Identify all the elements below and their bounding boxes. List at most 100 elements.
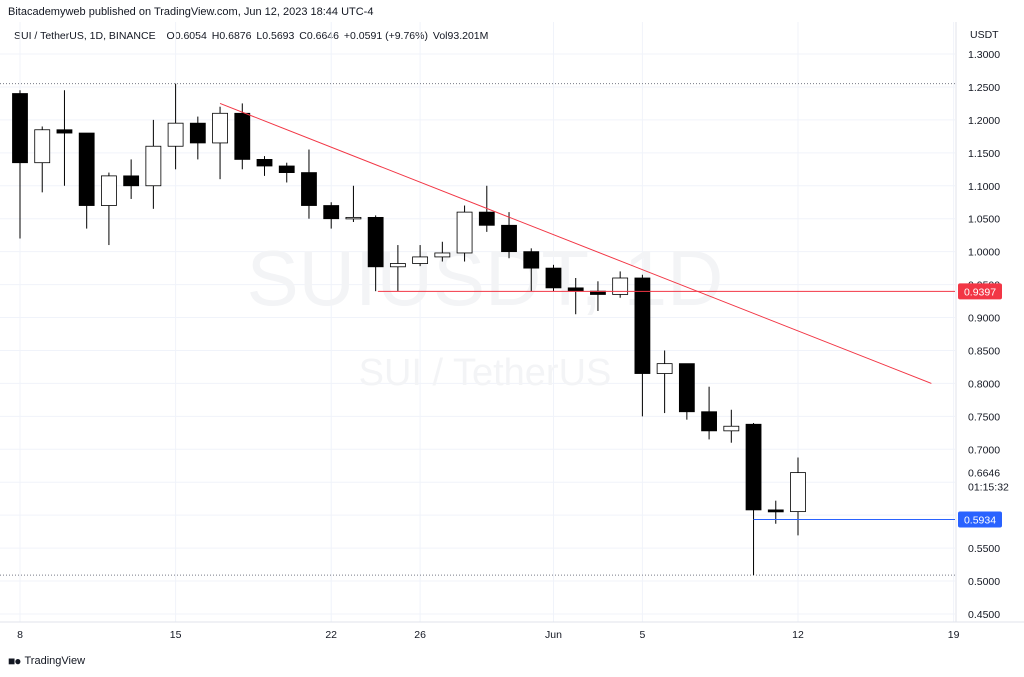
candle-body xyxy=(389,263,406,268)
price-tick-label: 1.0500 xyxy=(968,214,1000,226)
price-tick-label: 0.5000 xyxy=(968,576,1000,588)
candle-body xyxy=(723,425,740,432)
price-tick-label: 1.3000 xyxy=(968,49,1000,61)
time-axis[interactable]: 8 15 22 26 Jun 5 12 19 xyxy=(17,629,960,641)
candle xyxy=(234,103,251,170)
price-axis[interactable]: 0.4500 0.5000 0.5500 0.7000 0.7500 0.8000 0.85… xyxy=(968,49,1000,621)
watermark-ticker: SUIUSDT, 1D xyxy=(247,234,724,322)
candle-body xyxy=(701,411,717,432)
candle xyxy=(123,159,140,199)
candle-body xyxy=(478,211,495,226)
time-tick-label: 19 xyxy=(948,629,960,641)
candle-body xyxy=(456,211,473,254)
grid-lines xyxy=(0,22,955,622)
current-price-label-text: 0.5934 xyxy=(964,515,996,527)
candle xyxy=(12,90,28,239)
candle xyxy=(212,106,228,180)
tv-logo-icon: ■● xyxy=(8,654,21,668)
candle-body xyxy=(434,252,451,258)
candle-body xyxy=(278,165,295,173)
candle-body xyxy=(212,112,228,144)
candle-body xyxy=(767,509,784,513)
candle xyxy=(523,248,540,292)
candle-body xyxy=(301,172,317,206)
brand: ■● TradingView xyxy=(8,654,85,668)
candle-body xyxy=(612,277,629,295)
candle-body xyxy=(656,363,673,374)
candle-body xyxy=(56,129,73,134)
candle xyxy=(323,202,340,229)
price-tick-label: 1.2000 xyxy=(968,115,1000,127)
candle xyxy=(656,350,673,414)
candle xyxy=(301,149,317,219)
candle-body xyxy=(790,472,806,513)
price-tick-label: 0.9000 xyxy=(968,313,1000,325)
candle-body xyxy=(567,287,584,292)
price-tick-label: 0.5500 xyxy=(968,543,1000,555)
candle xyxy=(767,500,784,524)
candle xyxy=(256,156,273,176)
candle-body xyxy=(412,256,429,264)
candle xyxy=(412,245,429,267)
resistance-trendline xyxy=(219,102,932,384)
candle xyxy=(145,119,162,209)
candle xyxy=(678,363,695,420)
candle-body xyxy=(678,363,695,413)
candle xyxy=(278,162,295,183)
price-tick-label: 0.7500 xyxy=(968,411,1000,423)
candles xyxy=(12,83,806,576)
candle-body xyxy=(234,112,251,160)
candle-body xyxy=(12,93,28,164)
high-value: 0.6876 xyxy=(219,30,252,42)
current-price-label-bg xyxy=(958,511,1002,528)
time-tick-label: 5 xyxy=(639,629,645,641)
current-price-label: 0.5934 xyxy=(958,511,1002,528)
candle xyxy=(167,83,184,170)
candle xyxy=(456,205,473,262)
candle-body xyxy=(78,132,95,206)
time-tick-label: 12 xyxy=(792,629,804,641)
low-value: 0.5693 xyxy=(262,30,295,42)
price-tick-label: 1.0000 xyxy=(968,247,1000,259)
candle xyxy=(389,245,406,292)
candle-body xyxy=(523,251,540,269)
time-tick-label: 26 xyxy=(414,629,426,641)
price-tick-label: 1.1500 xyxy=(968,148,1000,160)
candle-body xyxy=(101,175,117,206)
time-tick-label: 22 xyxy=(325,629,337,641)
candle-body xyxy=(745,423,762,511)
candle xyxy=(56,90,73,186)
change-value: +0.0591 (+9.76%) xyxy=(343,30,428,42)
time-tick-label: 8 xyxy=(17,629,23,641)
open-label: O xyxy=(166,30,175,42)
support-price-label-text: 0.9397 xyxy=(964,286,996,298)
last-price-label: 0.6646 xyxy=(968,468,1000,480)
watermark-name: SUI / TetherUS xyxy=(359,352,612,394)
axis-price-labels: 0.9397 0.5934 0.6646 01:15:32 xyxy=(958,283,1009,528)
candle-body xyxy=(501,224,517,253)
candle-body xyxy=(189,122,206,144)
candle-body xyxy=(323,205,340,220)
candle xyxy=(745,422,762,576)
time-tick-label: Jun xyxy=(545,629,562,641)
candle-body xyxy=(345,216,362,220)
candle-body xyxy=(367,216,384,268)
candle-body xyxy=(167,122,184,147)
candle xyxy=(345,185,362,222)
candle xyxy=(701,386,717,440)
candle xyxy=(545,264,562,292)
price-tick-label: 0.4500 xyxy=(968,609,1000,621)
candle-body xyxy=(34,129,51,164)
brand-label: TradingView xyxy=(24,655,86,667)
candle xyxy=(501,212,517,259)
low-label: L xyxy=(256,30,263,42)
candle-body xyxy=(145,145,162,187)
price-tick-label: 1.1000 xyxy=(968,181,1000,193)
publish-line: Bitacademyweb published on TradingView.c… xyxy=(8,6,374,18)
candle xyxy=(634,274,651,417)
symbol-line: SUI / TetherUS, 1D, BINANCE xyxy=(14,30,156,42)
candle xyxy=(78,132,95,229)
candle xyxy=(434,241,451,262)
overlays xyxy=(219,102,955,521)
